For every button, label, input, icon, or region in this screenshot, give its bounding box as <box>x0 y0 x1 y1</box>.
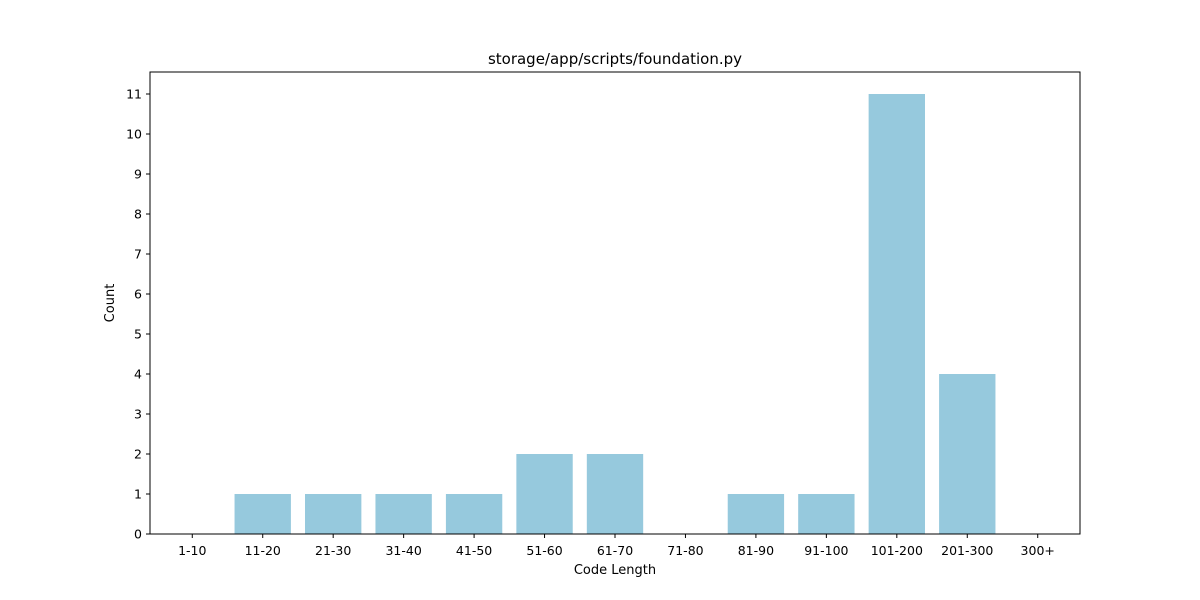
x-tick-label: 71-80 <box>667 543 703 558</box>
y-tick-label: 10 <box>126 127 142 142</box>
y-tick-label: 9 <box>134 167 142 182</box>
bar-11-20 <box>234 494 291 534</box>
bar-21-30 <box>305 494 362 534</box>
y-tick-label: 2 <box>134 447 142 462</box>
x-tick-label: 101-200 <box>871 543 923 558</box>
x-ticks-group: 1-10 11-20 21-30 31-40 41-50 51-60 61-70 71-80 8… <box>178 534 1055 558</box>
x-tick-label: 61-70 <box>597 543 633 558</box>
y-tick-label: 7 <box>134 247 142 262</box>
bar-31-40 <box>375 494 432 534</box>
x-tick-label: 31-40 <box>385 543 421 558</box>
plot-frame <box>149 71 1081 535</box>
x-tick-label: 91-100 <box>804 543 848 558</box>
y-tick-label: 11 <box>126 87 142 102</box>
y-tick-label: 8 <box>134 207 142 222</box>
bar-201-300 <box>939 374 996 534</box>
y-axis-label: Count <box>103 284 118 323</box>
x-tick-label: 51-60 <box>526 543 562 558</box>
bar-101-200 <box>868 94 925 534</box>
x-tick-label: 300+ <box>1021 543 1055 558</box>
y-tick-label: 5 <box>134 327 142 342</box>
y-ticks-group: 0 1 2 3 4 5 6 7 8 9 10 11 <box>126 87 150 542</box>
bar-81-90 <box>727 494 785 534</box>
y-tick-label: 3 <box>134 407 142 422</box>
x-axis-label: Code Length <box>574 563 656 578</box>
x-tick-label: 201-300 <box>941 543 993 558</box>
bar-61-70 <box>586 454 644 534</box>
y-tick-label: 4 <box>134 367 142 382</box>
y-tick-label: 1 <box>134 487 142 502</box>
chart-title: storage/app/scripts/foundation.py <box>488 50 742 68</box>
x-tick-label: 41-50 <box>456 543 492 558</box>
x-tick-label: 21-30 <box>315 543 351 558</box>
x-tick-label: 11-20 <box>245 543 281 558</box>
bar-41-50 <box>445 494 503 534</box>
bar-91-100 <box>798 494 855 534</box>
x-tick-label: 81-90 <box>738 543 774 558</box>
y-tick-label: 6 <box>134 287 142 302</box>
bar-51-60 <box>516 454 573 534</box>
x-tick-label: 1-10 <box>178 543 206 558</box>
y-tick-label: 0 <box>134 527 142 542</box>
bars-group <box>234 94 996 534</box>
